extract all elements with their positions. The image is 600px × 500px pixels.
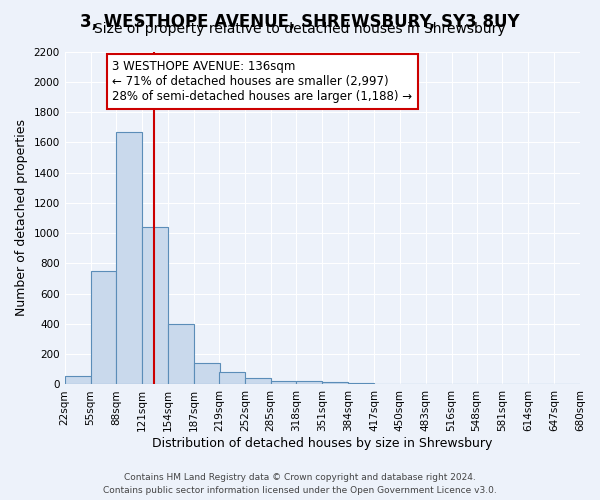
Text: Size of property relative to detached houses in Shrewsbury: Size of property relative to detached ho… [94,22,506,36]
Text: Contains public sector information licensed under the Open Government Licence v3: Contains public sector information licen… [103,486,497,495]
Bar [296,382,322,384]
Text: 3 WESTHOPE AVENUE: 136sqm
← 71% of detached houses are smaller (2,997)
28% of se: 3 WESTHOPE AVENUE: 136sqm ← 71% of detac… [112,60,413,103]
Bar [348,383,374,384]
Bar [142,227,168,384]
Bar [91,271,116,384]
Bar [65,376,91,384]
Text: 3, WESTHOPE AVENUE, SHREWSBURY, SY3 8UY: 3, WESTHOPE AVENUE, SHREWSBURY, SY3 8UY [80,12,520,30]
Bar [194,362,220,384]
Bar [116,132,142,384]
Bar [168,324,194,384]
Bar [271,380,296,384]
Y-axis label: Number of detached properties: Number of detached properties [15,120,28,316]
Text: Contains HM Land Registry data © Crown copyright and database right 2024.: Contains HM Land Registry data © Crown c… [124,474,476,482]
Bar [245,378,271,384]
Bar [219,372,245,384]
X-axis label: Distribution of detached houses by size in Shrewsbury: Distribution of detached houses by size … [152,437,493,450]
Bar [322,382,348,384]
